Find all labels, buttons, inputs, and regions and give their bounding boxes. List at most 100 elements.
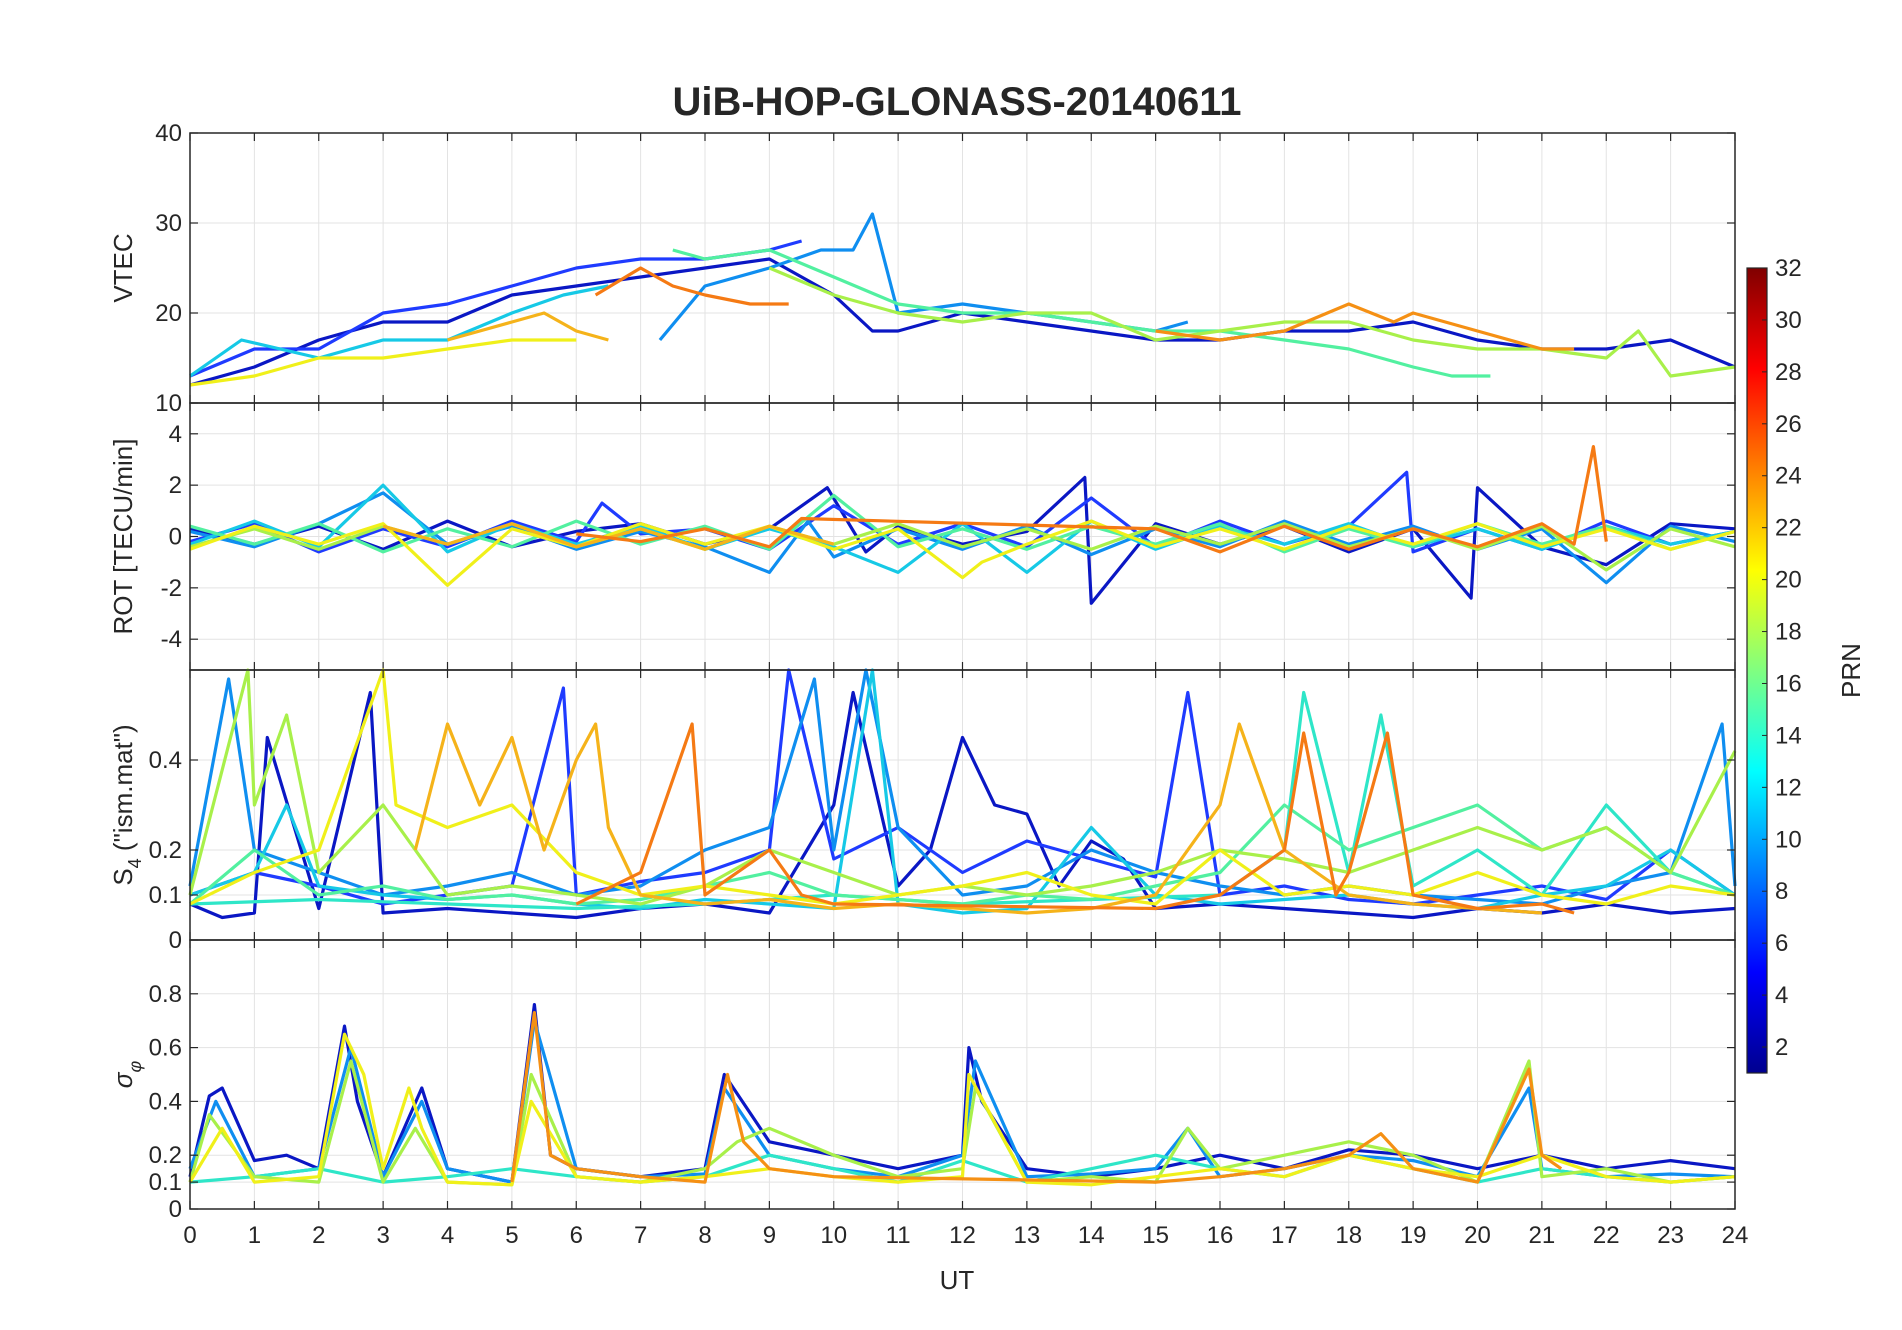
x-tick-label: 11 xyxy=(886,1222,911,1249)
x-tick-label: 4 xyxy=(441,1222,454,1249)
colorbar-tick-label: 32 xyxy=(1775,255,1802,282)
vtec-y-tick-label: 20 xyxy=(155,300,182,327)
colorbar-tick-label: 20 xyxy=(1775,567,1802,594)
x-tick-label: 13 xyxy=(1014,1222,1041,1249)
s4-series-prn-22 xyxy=(413,722,1543,915)
vtec-series-prn-16 xyxy=(672,248,1491,378)
vtec-series-prn-24 xyxy=(594,266,789,306)
rot-series-prn-24 xyxy=(576,445,1608,554)
x-tick-label: 5 xyxy=(505,1222,518,1249)
x-tick-label: 0 xyxy=(183,1222,196,1249)
x-tick-label: 21 xyxy=(1529,1222,1556,1249)
colorbar-tick-label: 26 xyxy=(1775,411,1802,438)
colorbar-gradient xyxy=(1746,267,1768,1074)
vtec-series-group xyxy=(189,212,1736,387)
sigma-y-tick-label: 0.6 xyxy=(149,1035,182,1062)
colorbar-tick-label: 22 xyxy=(1775,515,1802,542)
colorbar-tick-label: 8 xyxy=(1775,878,1788,905)
vtec-grid xyxy=(189,132,1736,404)
x-tick-label: 15 xyxy=(1142,1222,1169,1249)
x-tick-label: 20 xyxy=(1464,1222,1491,1249)
x-tick-label: 16 xyxy=(1207,1222,1234,1249)
vtec-series-prn-12 xyxy=(189,284,609,378)
vtec-y-tick-label: 30 xyxy=(155,210,182,237)
s4-y-axis-label: S4 ("ism.mat") xyxy=(108,724,145,885)
vtec-series-prn-23 xyxy=(1155,302,1575,351)
x-tick-label: 2 xyxy=(312,1222,325,1249)
s4-series-prn-20 xyxy=(189,668,1736,906)
panel-s4: 00.10.20.4S4 ("ism.mat") xyxy=(108,668,1737,954)
x-tick-label: 9 xyxy=(763,1222,776,1249)
x-tick-label: 6 xyxy=(570,1222,583,1249)
vtec-y-tick-label: 40 xyxy=(155,120,182,147)
vtec-series-prn-22 xyxy=(447,311,609,342)
panel-vtec: 10 20 30 40 VTEC xyxy=(108,120,1736,417)
s4-y-tick-label: 0.1 xyxy=(149,882,182,909)
colorbar-tick-label: 30 xyxy=(1775,307,1802,334)
sigma-y-tick-label: 0 xyxy=(169,1196,182,1223)
vtec-y-tick-label: 10 xyxy=(155,390,182,417)
x-tick-label: 22 xyxy=(1593,1222,1620,1249)
sigma-y-tick-label: 0.2 xyxy=(149,1142,182,1169)
colorbar-tick-label: 14 xyxy=(1775,722,1802,749)
s4-series-prn-16 xyxy=(188,803,1736,906)
rot-series-prn-20 xyxy=(189,519,1736,587)
rot-y-tick-label: 2 xyxy=(169,472,182,499)
x-tick-label: 10 xyxy=(820,1222,847,1249)
chart-title: UiB-HOP-GLONASS-20140611 xyxy=(672,80,1241,124)
colorbar-tick-label: 2 xyxy=(1775,1034,1788,1061)
x-tick-label: 8 xyxy=(698,1222,711,1249)
sigma-series-prn-23 xyxy=(510,1010,1563,1184)
x-axis-label: UT xyxy=(940,1265,975,1295)
s4-y-tick-label: 0.2 xyxy=(149,837,182,864)
vtec-y-axis-label: VTEC xyxy=(108,233,138,302)
x-tick-label: 18 xyxy=(1335,1222,1362,1249)
colorbar-tick-label: 18 xyxy=(1775,619,1802,646)
sigma-y-tick-label: 0.1 xyxy=(149,1169,182,1196)
rot-y-tick-label: -2 xyxy=(161,575,182,602)
x-tick-label: 14 xyxy=(1078,1222,1105,1249)
s4-series-group xyxy=(188,668,1737,920)
ylabel-main: S xyxy=(108,868,138,885)
s4-y-tick-label: 0 xyxy=(169,927,182,954)
ylabel-main: σ xyxy=(108,1071,138,1088)
rot-y-axis-label: ROT [TECU/min] xyxy=(108,439,138,635)
vtec-series-prn-18 xyxy=(768,266,1736,378)
ylabel-rest: ("ism.mat") xyxy=(108,724,138,858)
x-tick-label: 1 xyxy=(248,1222,261,1249)
x-axis: 0 1 2 3 4 5 6 7 8 9 10 11 12 13 14 15 16 17 18 19 20 21 22 23 24 xyxy=(183,1222,1748,1249)
vtec-series-prn-20 xyxy=(189,338,577,387)
x-tick-label: 17 xyxy=(1271,1222,1298,1249)
x-tick-label: 3 xyxy=(376,1222,389,1249)
colorbar-tick-label: 16 xyxy=(1775,670,1802,697)
ylabel-subscript: φ xyxy=(125,1061,145,1073)
rot-y-tick-label: 4 xyxy=(169,421,182,448)
rot-y-tick-label: -4 xyxy=(161,626,182,653)
sigma-y-axis-label: σφ xyxy=(108,1061,145,1089)
panel-rot: -4 -2 0 2 4 ROT [TECU/min] xyxy=(108,402,1736,671)
rot-series-group xyxy=(189,445,1736,605)
rot-y-tick-label: 0 xyxy=(169,524,182,551)
x-tick-label: 24 xyxy=(1722,1222,1749,1249)
colorbar-tick-label: 28 xyxy=(1775,359,1802,386)
ylabel-subscript: 4 xyxy=(125,858,145,868)
s4-series-prn-9 xyxy=(188,668,1737,906)
colorbar-tick-label: 10 xyxy=(1775,826,1802,853)
sigma-y-tick-label: 0.8 xyxy=(149,981,182,1008)
sigma-y-tick-label: 0.4 xyxy=(149,1088,182,1115)
vtec-series-prn-2 xyxy=(189,257,1736,387)
panel-sigma: 00.10.2 0.4 0.6 0.8 σφ xyxy=(108,939,1736,1223)
colorbar-label: PRN xyxy=(1836,643,1866,698)
s4-y-tick-label: 0.4 xyxy=(149,747,182,774)
s4-series-prn-24 xyxy=(575,722,1575,915)
colorbar-tick-label: 24 xyxy=(1775,463,1802,490)
sigma-series-group xyxy=(188,1002,1736,1187)
colorbar-tick-label: 6 xyxy=(1775,930,1788,957)
x-tick-label: 19 xyxy=(1400,1222,1427,1249)
colorbar-tick-label: 4 xyxy=(1775,982,1788,1009)
x-tick-label: 12 xyxy=(949,1222,976,1249)
